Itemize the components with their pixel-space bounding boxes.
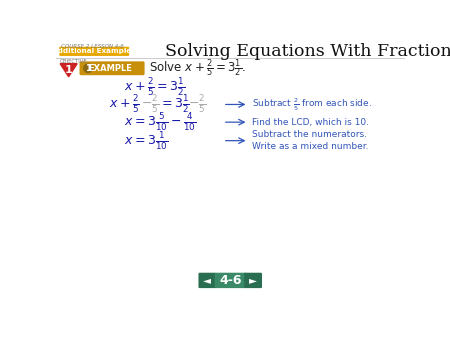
Text: Solve $\mathit{x} + \frac{2}{5} = 3\frac{1}{2}.$: Solve $\mathit{x} + \frac{2}{5} = 3\frac… — [149, 57, 246, 79]
Text: $- \frac{2}{5}$: $- \frac{2}{5}$ — [141, 94, 159, 115]
FancyBboxPatch shape — [244, 273, 262, 288]
Text: Subtract the numerators.
Write as a mixed number.: Subtract the numerators. Write as a mixe… — [252, 130, 368, 151]
Text: ◄: ◄ — [203, 275, 212, 285]
Text: $\mathit{x} + \frac{2}{5}$: $\mathit{x} + \frac{2}{5}$ — [109, 94, 140, 115]
FancyBboxPatch shape — [198, 273, 216, 288]
Text: $\mathit{x} = 3\frac{5}{10} - \frac{4}{10}$: $\mathit{x} = 3\frac{5}{10} - \frac{4}{1… — [125, 111, 197, 133]
Text: $= 3\frac{1}{2}$: $= 3\frac{1}{2}$ — [159, 94, 190, 115]
Circle shape — [84, 64, 92, 73]
Text: $- \frac{2}{5}$: $- \frac{2}{5}$ — [188, 94, 206, 115]
Text: EXAMPLE: EXAMPLE — [89, 64, 132, 73]
Text: Subtract $\frac{2}{5}$ from each side.: Subtract $\frac{2}{5}$ from each side. — [252, 96, 372, 113]
Text: COURSE 2 LESSON 4-6: COURSE 2 LESSON 4-6 — [61, 44, 124, 49]
Text: 4-6: 4-6 — [220, 274, 242, 287]
Polygon shape — [60, 64, 77, 77]
Text: $\mathit{x} = 3\frac{1}{10}$: $\mathit{x} = 3\frac{1}{10}$ — [125, 130, 169, 152]
Text: 1: 1 — [85, 64, 91, 73]
Text: Additional Examples: Additional Examples — [52, 48, 136, 54]
Text: $\mathit{x} + \frac{2}{5} = 3\frac{1}{2}$: $\mathit{x} + \frac{2}{5} = 3\frac{1}{2}… — [125, 76, 185, 98]
FancyBboxPatch shape — [215, 273, 247, 288]
Text: Find the LCD, which is 10.: Find the LCD, which is 10. — [252, 118, 369, 127]
FancyBboxPatch shape — [59, 47, 129, 56]
Text: OBJECTIVE: OBJECTIVE — [60, 59, 88, 64]
Text: ►: ► — [249, 275, 257, 285]
FancyBboxPatch shape — [80, 62, 144, 75]
Text: 1: 1 — [65, 65, 72, 75]
Text: Solving Equations With Fractions: Solving Equations With Fractions — [165, 43, 450, 60]
